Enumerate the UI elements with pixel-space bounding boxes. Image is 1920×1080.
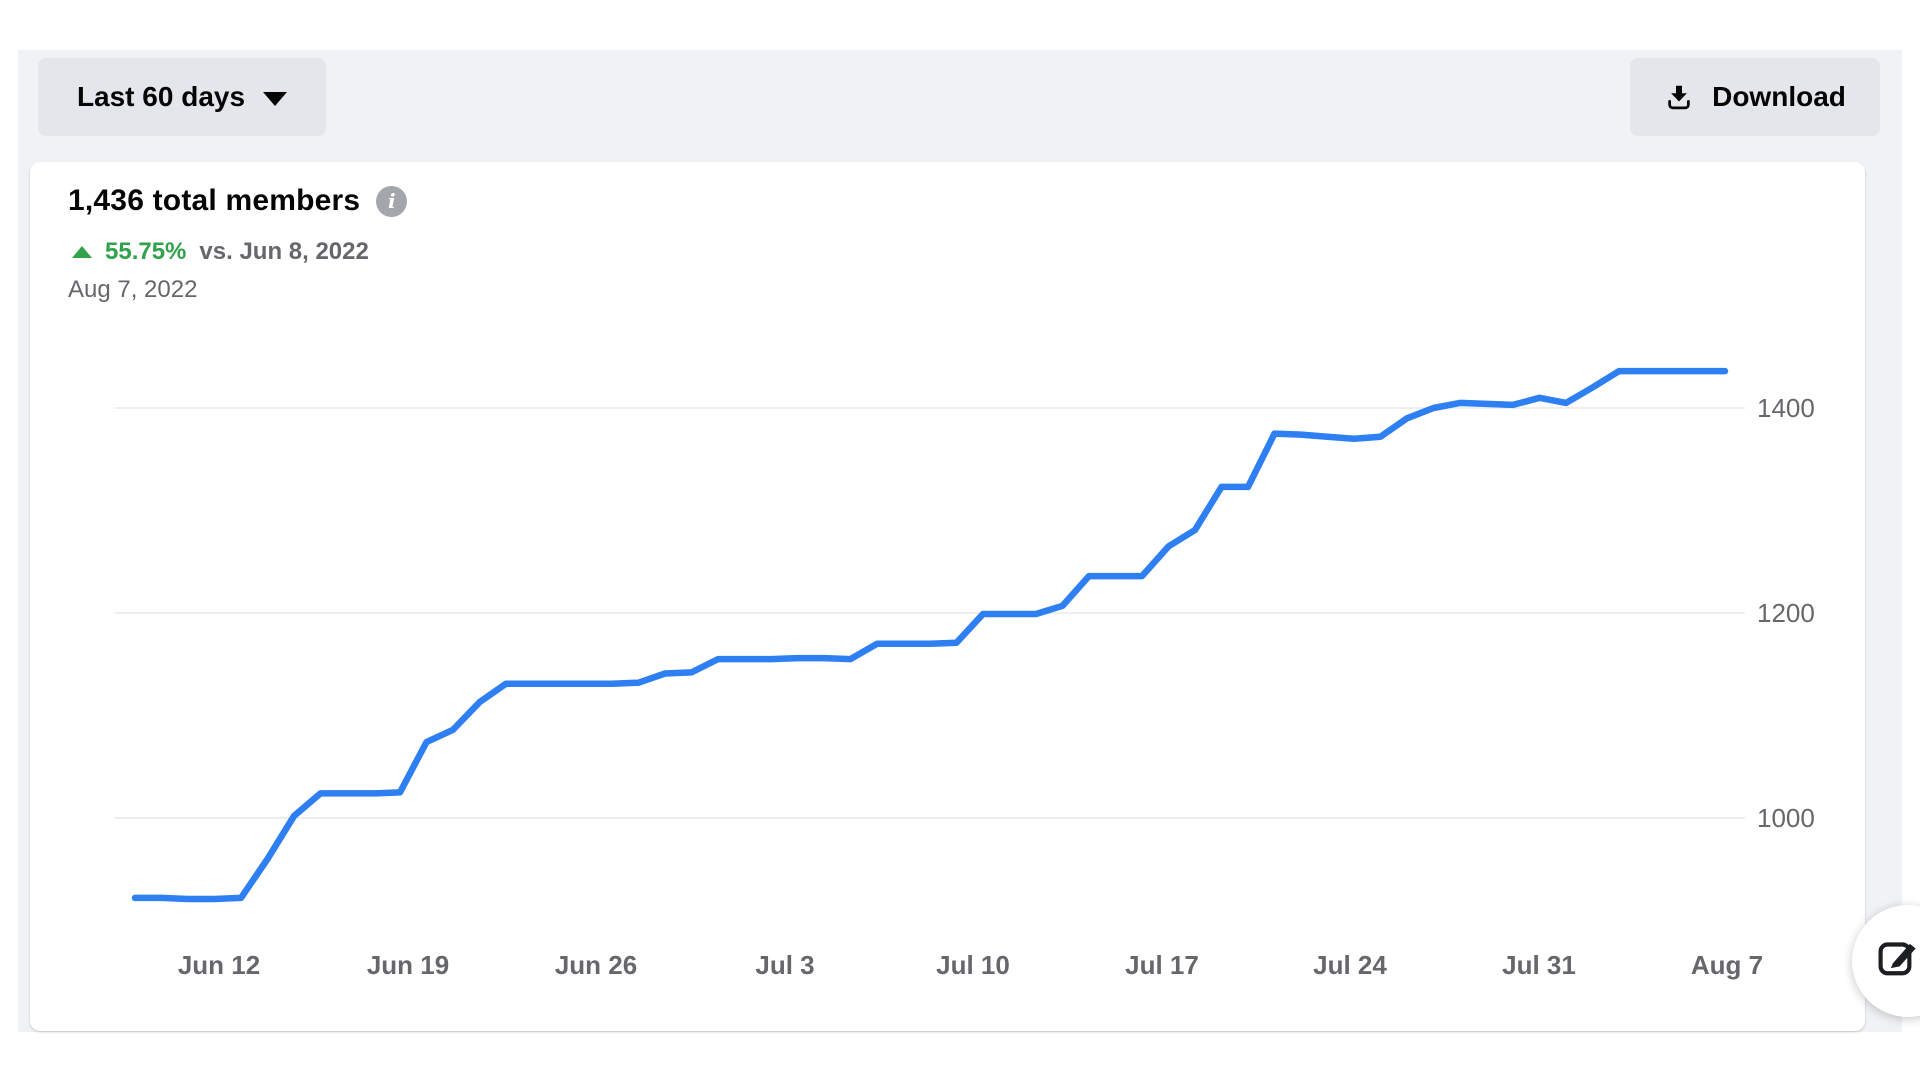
- card-title: 1,436 total members: [68, 184, 361, 217]
- info-icon[interactable]: i: [376, 185, 408, 217]
- total-members-card: 1,436 total members i 55.75% vs. Jun 8, …: [30, 162, 1865, 1031]
- x-axis-tick: Jul 17: [1125, 950, 1199, 980]
- y-axis-tick: 1200: [1757, 598, 1815, 628]
- x-axis-tick: Jun 12: [177, 950, 261, 980]
- x-axis-tick: Jun 26: [554, 950, 638, 980]
- gridlines: [115, 407, 1745, 819]
- x-axis-tick: Jun 19: [366, 950, 450, 980]
- growth-indicator: 55.75% vs. Jun 8, 2022: [72, 238, 369, 266]
- growth-percent: 55.75%: [105, 238, 187, 265]
- x-axis-tick: Jul 24: [1313, 950, 1387, 980]
- date-range-button[interactable]: Last 60 days: [38, 58, 326, 136]
- y-axis-tick: 1000: [1757, 803, 1815, 833]
- triangle-up-icon: [72, 246, 92, 258]
- members-chart: [115, 367, 1745, 903]
- members-line: [131, 367, 1729, 903]
- date-range-label: Last 60 days: [76, 81, 246, 112]
- y-axis-tick: 1400: [1757, 393, 1815, 423]
- chevron-down-icon: [263, 91, 288, 106]
- x-axis-tick: Aug 7: [1690, 950, 1764, 980]
- growth-comparison: vs. Jun 8, 2022: [199, 238, 369, 265]
- x-axis-tick: Jul 31: [1502, 950, 1576, 980]
- download-label: Download: [1712, 81, 1846, 112]
- current-date-label: Aug 7, 2022: [68, 276, 198, 303]
- x-axis-tick: Jul 3: [755, 950, 815, 980]
- download-button[interactable]: Download: [1630, 58, 1880, 136]
- x-axis-tick: Jul 10: [936, 950, 1010, 980]
- download-icon: [1664, 82, 1694, 112]
